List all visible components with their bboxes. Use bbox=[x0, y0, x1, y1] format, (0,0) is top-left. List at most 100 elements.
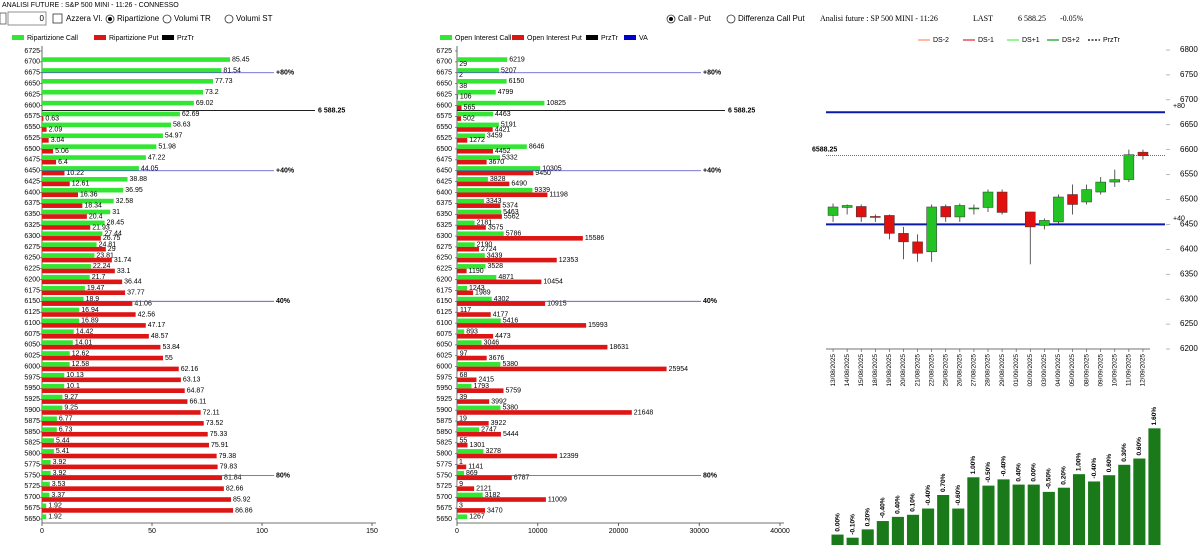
bar bbox=[967, 477, 980, 545]
bar bbox=[457, 307, 458, 313]
bar-annotation: 1.60% bbox=[1151, 407, 1158, 426]
bar-value-label: 3992 bbox=[491, 398, 507, 405]
bar bbox=[457, 100, 545, 106]
bar-value-label: 79.83 bbox=[220, 464, 238, 471]
bar-value-label: 22.24 bbox=[93, 263, 111, 270]
bar-value-label: 1267 bbox=[469, 514, 485, 521]
bar-value-label: 79.38 bbox=[219, 453, 237, 460]
level-label: +40% bbox=[703, 168, 722, 175]
y-tick-label: 5725 bbox=[436, 483, 452, 490]
bar bbox=[457, 148, 493, 154]
legend-swatch bbox=[12, 35, 24, 40]
bar bbox=[457, 209, 502, 215]
bar bbox=[457, 383, 472, 389]
bar bbox=[952, 508, 965, 545]
y-tick-label: 5925 bbox=[436, 396, 452, 403]
candle-body bbox=[1123, 154, 1135, 180]
spinner[interactable] bbox=[7, 11, 47, 26]
bar-annotation: -0.40% bbox=[1000, 456, 1007, 477]
bar bbox=[42, 475, 223, 481]
bar bbox=[457, 236, 583, 241]
y-tick-label: 6350 bbox=[24, 211, 40, 218]
y-tick-label: 6500 bbox=[24, 146, 40, 153]
y-tick-label: 6200 bbox=[1180, 344, 1198, 353]
y-tick-label: 6025 bbox=[436, 353, 452, 360]
bar-value-label: 44.05 bbox=[141, 165, 159, 172]
bar-value-label: 10915 bbox=[547, 300, 567, 307]
checkbox[interactable] bbox=[52, 13, 63, 24]
level-label: 80% bbox=[276, 472, 291, 479]
info-change: -0.05% bbox=[1060, 14, 1084, 23]
bar bbox=[42, 333, 149, 339]
bar-value-label: 1243 bbox=[469, 285, 485, 292]
bar bbox=[457, 449, 484, 454]
y-tick-label: 6625 bbox=[436, 91, 452, 98]
bar-value-label: 9450 bbox=[535, 170, 551, 177]
bar-value-label: 3528 bbox=[487, 263, 503, 270]
bar-value-label: 47.17 bbox=[148, 322, 166, 329]
bar-value-label: 11009 bbox=[548, 496, 567, 503]
y-tick-label: 6250 bbox=[1180, 319, 1198, 328]
bar bbox=[42, 470, 51, 476]
bar bbox=[42, 372, 65, 378]
radio-dot bbox=[669, 17, 673, 21]
bar bbox=[42, 449, 54, 454]
y-tick-label: 5875 bbox=[436, 418, 452, 425]
bar-value-label: 5332 bbox=[502, 154, 518, 161]
radio[interactable] bbox=[726, 14, 736, 24]
bar-value-label: 54.97 bbox=[165, 133, 183, 140]
radio[interactable] bbox=[224, 14, 234, 24]
bar-value-label: 3046 bbox=[484, 339, 500, 346]
bar bbox=[457, 438, 458, 443]
x-tick-label: 10000 bbox=[528, 528, 548, 535]
bar-value-label: 97 bbox=[460, 350, 468, 357]
bar bbox=[42, 57, 230, 62]
bar bbox=[42, 290, 126, 296]
bar bbox=[42, 177, 128, 182]
y-tick-label: 6400 bbox=[1180, 244, 1198, 253]
bar bbox=[457, 279, 542, 285]
bar bbox=[1088, 481, 1101, 545]
bar bbox=[42, 497, 232, 502]
bar bbox=[457, 329, 465, 334]
spinner-button[interactable] bbox=[0, 12, 7, 25]
bar bbox=[457, 225, 486, 230]
level-label: +80 bbox=[1173, 103, 1185, 110]
bar bbox=[1027, 484, 1040, 545]
bar-annotation: 0.00% bbox=[1030, 463, 1037, 482]
bar bbox=[42, 285, 85, 291]
bar bbox=[457, 105, 462, 111]
y-tick-label: 6125 bbox=[24, 309, 40, 316]
bar-value-label: 14.01 bbox=[75, 339, 93, 346]
bar bbox=[42, 253, 95, 258]
y-tick-label: 6575 bbox=[436, 113, 452, 120]
bar-value-label: 3470 bbox=[487, 507, 503, 514]
radio[interactable] bbox=[162, 14, 172, 24]
bar bbox=[42, 323, 146, 328]
y-tick-label: 5725 bbox=[24, 483, 40, 490]
bar-value-label: 73.52 bbox=[206, 420, 224, 427]
candle-body bbox=[855, 206, 867, 218]
bar-value-label: 5463 bbox=[503, 209, 519, 216]
y-tick-label: 6525 bbox=[436, 135, 452, 142]
y-tick-label: 6200 bbox=[24, 276, 40, 283]
y-tick-label: 5925 bbox=[24, 396, 40, 403]
bar bbox=[457, 220, 475, 226]
legend-label: Open Interest Put bbox=[527, 35, 582, 42]
bar bbox=[1012, 484, 1025, 545]
bar bbox=[457, 83, 458, 89]
bar-value-label: 21.7 bbox=[92, 274, 106, 281]
bar bbox=[42, 138, 49, 143]
y-tick-label: 6275 bbox=[24, 244, 40, 251]
bar-value-label: 1272 bbox=[469, 137, 485, 144]
x-tick-label: 08/09/2025 bbox=[1083, 354, 1090, 387]
bar bbox=[42, 220, 105, 226]
bar-value-label: 26.75 bbox=[103, 235, 121, 242]
candle-body bbox=[898, 233, 909, 243]
bar-annotation: 0.60% bbox=[1106, 454, 1113, 473]
y-tick-label: 6275 bbox=[436, 244, 452, 251]
candle-body bbox=[1025, 211, 1036, 228]
y-tick-label: 6475 bbox=[436, 157, 452, 164]
bar-value-label: 14.42 bbox=[76, 329, 94, 336]
bar-value-label: 5444 bbox=[503, 431, 519, 438]
